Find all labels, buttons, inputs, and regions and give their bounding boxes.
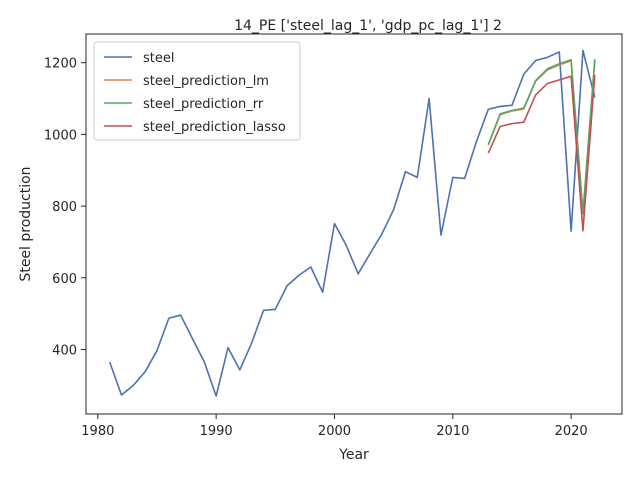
y-tick-label: 400: [52, 343, 77, 358]
series-line-steel-prediction-lasso: [487, 74, 596, 232]
x-tick-label: 1990: [200, 424, 233, 439]
x-tick-label: 2000: [318, 424, 351, 439]
y-axis-label: Steel production: [18, 166, 34, 281]
legend: steel steel_prediction_lm steel_prediction…: [93, 41, 301, 141]
series-layer: [108, 49, 596, 397]
y-tick-label: 800: [52, 200, 77, 215]
legend-box: [93, 41, 301, 141]
y-tick-label: 600: [52, 272, 77, 287]
legend-label-steel-prediction-lm: steel_prediction_lm: [143, 74, 269, 89]
y-tick-label: 1000: [44, 128, 77, 143]
x-axis-label: Year: [338, 447, 369, 463]
legend-label-steel: steel: [143, 51, 174, 66]
y-tick-label: 1200: [44, 57, 77, 72]
y-axis: 400 600 800 1000 1200: [44, 57, 86, 358]
x-tick-label: 1980: [81, 424, 114, 439]
legend-label-steel-prediction-lasso: steel_prediction_lasso: [143, 120, 286, 135]
series-line-steel: [108, 49, 596, 397]
x-axis: 1980 1990 2000 2010 2020: [81, 414, 588, 439]
x-tick-label: 2010: [436, 424, 469, 439]
plot-area: [108, 49, 596, 397]
plot-frame: [85, 33, 623, 415]
x-tick-label: 2020: [555, 424, 588, 439]
legend-label-steel-prediction-rr: steel_prediction_rr: [143, 97, 264, 112]
chart-title: 14_PE ['steel_lag_1', 'gdp_pc_lag_1'] 2: [234, 18, 502, 34]
series-line-steel-prediction-rr: [487, 59, 596, 215]
